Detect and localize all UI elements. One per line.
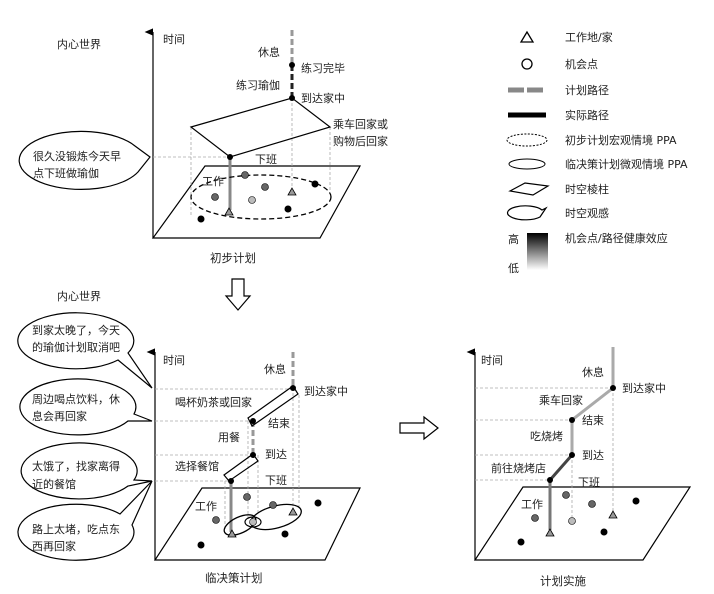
macro-ppa-icon — [506, 133, 548, 147]
label-ride: 乘车回家或 — [333, 117, 388, 131]
label-rest: 休息 — [258, 45, 280, 59]
label-ride-2: 购物后回家 — [333, 134, 388, 148]
label-arrive-home: 到达家中 — [301, 91, 345, 105]
label-yoga: 练习瑜伽 — [236, 78, 280, 92]
label-tea: 喝杯奶茶或回家 — [175, 395, 252, 409]
bubble-text: 点下班做瑜伽 — [33, 166, 99, 180]
bubble-text: 路上太堵，吃点东 — [32, 522, 120, 536]
label-go: 前往烧烤店 — [491, 461, 546, 475]
label-yoga-done: 练习完毕 — [301, 61, 345, 75]
perception-bubble-icon — [506, 205, 548, 221]
legend-item: 机会点 — [565, 57, 598, 71]
legend-item: 实际路径 — [565, 108, 609, 122]
legend: 高 低 工作地/家 机会点 计划路径 实际路径 初步计划宏观情境 PPA 临决策… — [506, 30, 688, 275]
label-arrive: 到达 — [582, 449, 604, 462]
projection-lines — [155, 388, 300, 530]
label-bbq: 吃烧烤 — [530, 429, 563, 443]
legend-item: 初步计划宏观情境 PPA — [565, 133, 677, 147]
work-triangle-icon — [545, 528, 555, 537]
label-work: 工作 — [202, 175, 224, 188]
panel-decision-plan: 内心世界 时间 休息 到达家中 喝杯奶茶或回家 结束 用餐 到达 选择餐馆 下班… — [17, 289, 361, 585]
panel-initial-plan: 内心世界 时间 休息 练习完毕 练习瑜伽 到达家中 乘车回家或 购物后回家 下班… — [18, 28, 388, 265]
label-choose: 选择餐馆 — [175, 459, 219, 473]
legend-item: 工作地/家 — [565, 30, 613, 44]
label-rest: 休息 — [582, 365, 604, 379]
label-work: 工作 — [521, 498, 543, 511]
bubble-text: 息会再回家 — [32, 409, 87, 423]
label-off-work: 下班 — [578, 476, 600, 489]
legend-high: 高 — [508, 232, 519, 246]
bubble-text: 周边喝点饮料，休 — [32, 392, 120, 406]
work-triangle-icon — [227, 529, 237, 538]
legend-item: 机会点/路径健康效应 — [565, 231, 668, 245]
panel-implementation: 时间 休息 到达家中 乘车回家 结束 吃烧烤 到达 前往烧烤店 下班 工作 计划… — [466, 347, 692, 588]
space-plane — [151, 165, 362, 239]
label-arrive-home: 到达家中 — [304, 384, 348, 398]
bubble-text: 太饿了，找家离得 — [32, 459, 120, 473]
health-gradient-bar — [527, 233, 548, 270]
inner-world-label: 内心世界 — [57, 37, 101, 51]
opportunity-points — [197, 171, 319, 223]
axis-label: 时间 — [481, 354, 503, 367]
actual-path-light — [570, 347, 615, 455]
axis-label: 时间 — [163, 354, 185, 367]
opportunity-points — [197, 493, 322, 549]
bubble-text: 西再回家 — [32, 539, 76, 553]
label-work: 工作 — [195, 500, 217, 513]
prism-icon — [508, 182, 550, 196]
thought-bubble — [17, 312, 153, 389]
triangle-icon — [519, 30, 535, 43]
label-end: 结束 — [268, 417, 290, 430]
micro-ppa-icon — [508, 158, 546, 170]
inner-world-label: 内心世界 — [57, 289, 101, 303]
projection-lines — [475, 387, 614, 518]
caption: 初步计划 — [210, 251, 256, 265]
thought-bubble — [20, 442, 153, 500]
label-arrive: 到达 — [265, 448, 287, 461]
legend-item: 时空棱柱 — [565, 182, 609, 196]
bubble-text: 近的餐馆 — [32, 477, 76, 491]
right-arrow-icon — [399, 415, 439, 441]
opportunity-points — [517, 491, 640, 546]
down-arrow-icon — [224, 278, 252, 311]
legend-item: 时空观感 — [565, 206, 609, 220]
actual-path-dark — [548, 454, 574, 481]
home-triangle-icon — [288, 507, 298, 516]
space-plane — [153, 487, 361, 561]
label-rest: 休息 — [264, 362, 286, 376]
legend-item: 计划路径 — [565, 84, 609, 97]
thought-bubble — [19, 378, 153, 436]
label-off-work: 下班 — [255, 153, 277, 166]
thought-bubble — [18, 130, 151, 190]
label-meal: 用餐 — [218, 430, 240, 444]
bubble-text: 的瑜伽计划取消吧 — [32, 340, 120, 354]
space-time-prism — [189, 97, 332, 158]
space-plane — [473, 486, 692, 561]
space-time-prism — [247, 385, 299, 427]
home-triangle-icon — [608, 510, 618, 519]
caption: 临决策计划 — [205, 571, 263, 585]
axis-label: 时间 — [163, 33, 185, 46]
macro-ppa — [190, 174, 332, 220]
thought-bubble — [17, 480, 153, 561]
bubble-text: 很久没锻炼今天早 — [33, 149, 121, 163]
legend-item: 临决策计划微观情境 PPA — [565, 157, 688, 171]
legend-low: 低 — [508, 262, 519, 275]
caption: 计划实施 — [540, 574, 586, 588]
label-off-work: 下班 — [265, 474, 287, 487]
home-triangle-icon — [287, 187, 297, 196]
label-ride: 乘车回家 — [539, 393, 583, 407]
work-triangle-icon — [224, 207, 234, 216]
circle-icon — [521, 58, 533, 70]
label-end: 结束 — [582, 414, 604, 427]
label-arrive-home: 到达家中 — [622, 381, 666, 395]
space-time-prism — [223, 453, 259, 482]
bubble-text: 到家太晚了，今天 — [32, 323, 120, 337]
micro-ppa — [244, 516, 262, 528]
